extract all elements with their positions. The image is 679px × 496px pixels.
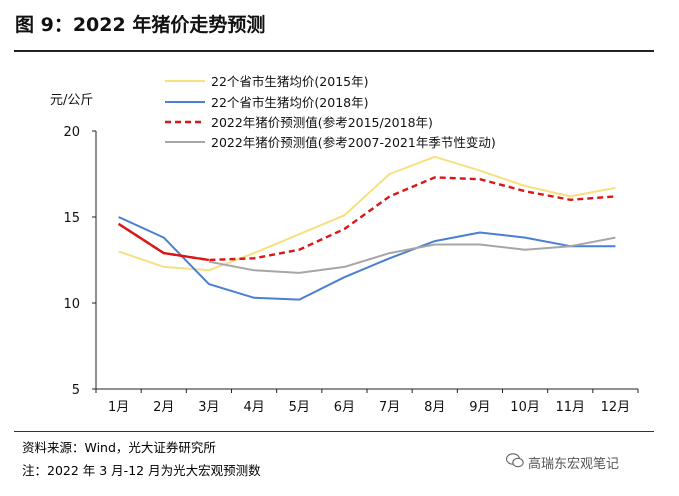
source-text: 资料来源：Wind，光大证券研究所: [22, 440, 216, 455]
x-tick-label: 4月: [243, 400, 264, 415]
top-divider: [14, 50, 654, 52]
legend-label-2: 2022年猪价预测值(参考2015/2018年): [211, 115, 433, 130]
x-tick-label: 11月: [555, 400, 585, 415]
x-tick-label: 6月: [334, 400, 355, 415]
x-tick-label: 7月: [379, 400, 400, 415]
series-line-3: [208, 236, 616, 274]
note-text: 注：2022 年 3 月-12 月为光大宏观预测数: [22, 463, 261, 478]
watermark: 高瑞东宏观笔记: [505, 453, 620, 472]
actual-segment-line: [117, 222, 210, 262]
line-chart: 5 10 15 20 元/公斤 1月 2月 3月 4月 5月 6月 7月 8月 9月 10月 11月 12月 22…: [50, 74, 639, 415]
x-tick-label: 2月: [153, 400, 174, 415]
wechat-icon: [505, 453, 524, 472]
legend-label-0: 22个省市生猪均价(2015年): [211, 74, 368, 89]
x-tick-label: 1月: [108, 400, 129, 415]
legend-label-1: 22个省市生猪均价(2018年): [211, 95, 368, 110]
bottom-divider: [14, 431, 654, 432]
y-tick-label: 15: [63, 211, 80, 226]
y-axis-label: 元/公斤: [50, 93, 93, 108]
chart-title: 图 9：2022 年猪价走势预测: [15, 14, 266, 36]
x-tick-label: 3月: [198, 400, 219, 415]
series-line-1: [118, 216, 616, 301]
series-line-0: [118, 155, 616, 272]
y-tick-label: 5: [72, 383, 80, 398]
x-tick-label: 10月: [510, 400, 540, 415]
legend-label-3: 2022年猪价预测值(参考2007-2021年季节性变动): [211, 135, 496, 150]
x-tick-label: 12月: [601, 400, 631, 415]
x-tick-label: 9月: [469, 400, 490, 415]
x-tick-label: 5月: [289, 400, 310, 415]
y-tick-label: 20: [63, 125, 80, 140]
watermark-text: 高瑞东宏观笔记: [528, 457, 620, 472]
x-tick-label: 8月: [424, 400, 445, 415]
y-tick-label: 10: [63, 297, 80, 312]
